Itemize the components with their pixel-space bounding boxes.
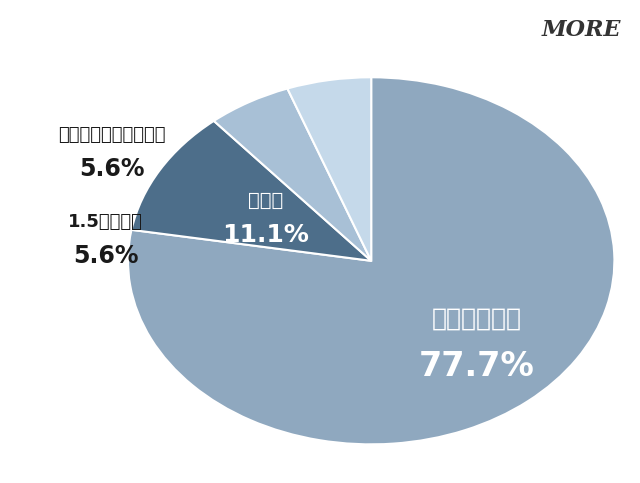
Wedge shape	[131, 121, 371, 261]
Wedge shape	[128, 77, 614, 444]
Text: 11.1%: 11.1%	[222, 223, 309, 247]
Wedge shape	[287, 77, 371, 261]
Wedge shape	[214, 88, 371, 261]
Text: MORE: MORE	[541, 19, 621, 42]
Text: 5.6%: 5.6%	[79, 157, 145, 181]
Text: 挙式＋披露宴: 挙式＋披露宴	[431, 307, 522, 331]
Text: その他: その他	[248, 191, 283, 211]
Text: 77.7%: 77.7%	[419, 351, 534, 384]
Text: 5.6%: 5.6%	[73, 244, 138, 268]
Text: 挙式＋後日パーティー: 挙式＋後日パーティー	[58, 126, 166, 144]
Text: 1.5次会のみ: 1.5次会のみ	[68, 213, 143, 231]
